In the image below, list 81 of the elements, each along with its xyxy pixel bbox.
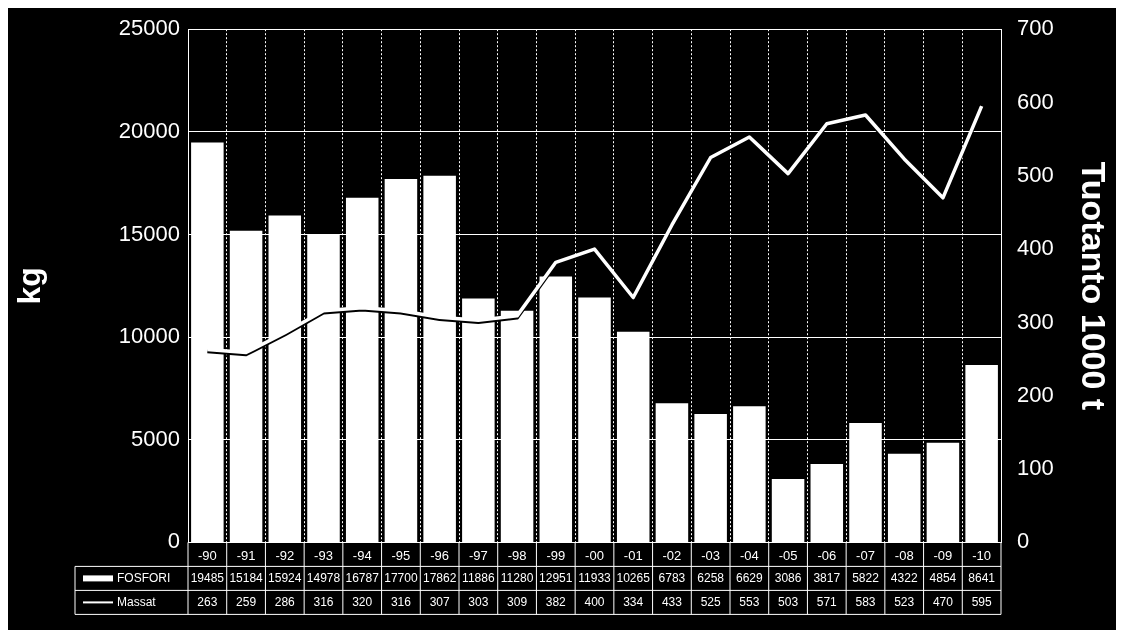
x-tick-label: -03	[701, 547, 721, 563]
y-tick-label: 0	[167, 528, 180, 554]
y2-tick-label: 500	[1017, 161, 1054, 187]
y-tick-label: 25000	[118, 15, 180, 41]
data-label: 17862	[422, 570, 457, 585]
x-tick-label: -97	[468, 547, 488, 563]
data-label: 5822	[852, 570, 880, 585]
x-tick-label: -07	[856, 547, 875, 563]
data-label: 320	[352, 594, 373, 609]
x-tick-label: -94	[352, 547, 372, 563]
data-label: 11280	[500, 570, 534, 585]
data-label: 12951	[539, 570, 573, 585]
legend-label: FOSFORI	[117, 570, 171, 585]
x-tick-label: -91	[236, 547, 256, 563]
y-tick-label: 5000	[131, 425, 180, 451]
x-tick-label: -05	[778, 547, 798, 563]
y-tick-label: 15000	[118, 220, 180, 246]
y2-tick-label: 600	[1017, 88, 1054, 114]
data-label: 263	[197, 594, 218, 609]
y2-tick-label: 700	[1017, 15, 1054, 41]
x-tick-label: -01	[623, 547, 643, 563]
data-label: 10265	[616, 570, 651, 585]
data-label: 583	[855, 594, 876, 609]
data-label: 17700	[384, 570, 418, 585]
x-tick-label: -93	[314, 547, 333, 563]
data-label: 503	[778, 594, 799, 609]
data-label: 470	[932, 594, 954, 609]
data-label: 19485	[190, 570, 225, 585]
data-label: 11886	[462, 570, 495, 585]
data-label: 6783	[658, 570, 686, 585]
data-label: 11933	[578, 570, 612, 585]
legend-label: Massat	[117, 594, 157, 609]
y2-tick-label: 100	[1017, 455, 1054, 481]
y2-tick-label: 200	[1017, 381, 1054, 407]
x-tick-label: -96	[430, 547, 450, 563]
x-tick-label: -99	[546, 547, 566, 563]
data-label: 400	[584, 594, 605, 609]
data-label: 14978	[306, 570, 341, 585]
x-tick-label: -02	[662, 547, 682, 563]
data-label: 6258	[697, 570, 725, 585]
data-label: 4322	[890, 570, 918, 585]
x-tick-label: -09	[933, 547, 953, 563]
data-label: 15184	[229, 570, 264, 585]
data-label: 316	[390, 594, 412, 609]
data-label: 4854	[929, 570, 957, 585]
data-label: 15924	[268, 570, 302, 585]
x-tick-label: -00	[585, 547, 604, 563]
y-axis-title: kg	[11, 267, 48, 305]
data-label: 307	[429, 594, 450, 609]
x-tick-label: -90	[197, 547, 217, 563]
data-label: 16787	[345, 570, 380, 585]
y2-axis-title: Tuotanto 1000 t	[1075, 161, 1114, 411]
x-tick-label: -95	[391, 547, 411, 563]
data-label: 303	[468, 594, 489, 609]
x-tick-label: -04	[739, 547, 759, 563]
data-label: 553	[739, 594, 760, 609]
data-label: 8641	[968, 570, 996, 585]
data-label: 316	[313, 594, 334, 609]
data-label: 571	[816, 594, 838, 609]
x-tick-label: -06	[817, 547, 837, 563]
y2-tick-label: 0	[1017, 528, 1030, 554]
data-label: 334	[623, 594, 644, 609]
data-label: 595	[971, 594, 992, 609]
data-label: 3086	[774, 570, 802, 585]
y-tick-label: 10000	[118, 323, 180, 349]
data-label: 525	[700, 594, 721, 609]
data-label: 382	[545, 594, 567, 609]
x-tick-label: -92	[275, 547, 295, 563]
data-label: 259	[236, 594, 257, 609]
x-tick-label: -08	[894, 547, 914, 563]
y2-tick-label: 300	[1017, 308, 1054, 334]
x-tick-label: -98	[507, 547, 527, 563]
x-tick-label: -10	[972, 547, 992, 563]
data-label: 6629	[736, 570, 764, 585]
data-label: 523	[894, 594, 915, 609]
data-label: 3817	[813, 570, 841, 585]
data-label: 309	[507, 594, 528, 609]
data-label: 433	[661, 594, 683, 609]
y2-tick-label: 400	[1017, 235, 1054, 261]
data-label: 286	[274, 594, 296, 609]
y-tick-label: 20000	[118, 117, 180, 143]
